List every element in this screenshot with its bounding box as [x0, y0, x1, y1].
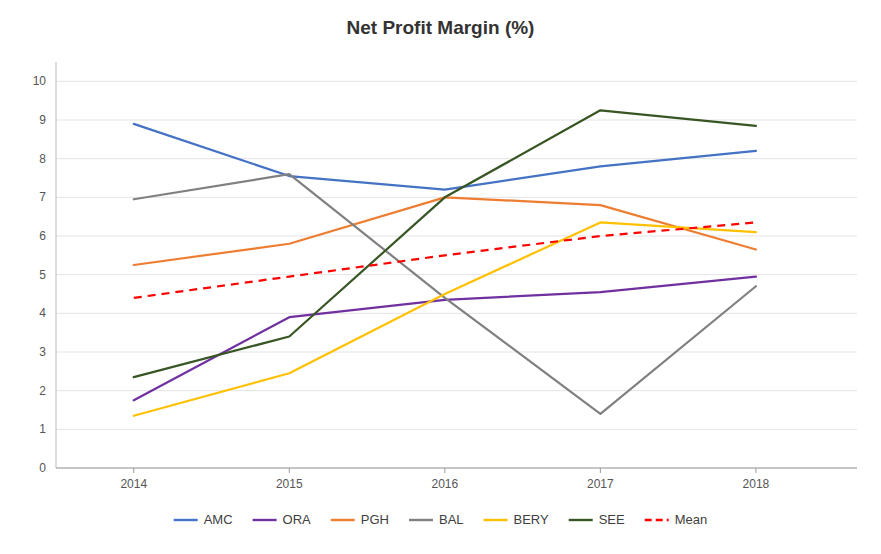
y-tick-label: 2: [39, 384, 46, 398]
y-tick-label: 5: [39, 268, 46, 282]
legend-item: AMC: [174, 512, 233, 527]
x-tick-label: 2014: [120, 477, 147, 491]
legend-item: SEE: [569, 512, 625, 527]
series-line: [134, 222, 756, 297]
grid-line: [56, 120, 857, 121]
y-tick-label: 10: [33, 74, 47, 88]
x-tick: [133, 468, 134, 473]
y-axis-line: [56, 62, 57, 468]
legend-swatch: [174, 519, 198, 521]
series-line: [134, 124, 756, 190]
grid-line: [56, 390, 857, 391]
x-tick: [600, 468, 601, 473]
x-tick-label: 2018: [743, 477, 770, 491]
x-tick: [755, 468, 756, 473]
grid-line: [56, 236, 857, 237]
grid-line: [56, 352, 857, 353]
grid-line: [56, 274, 857, 275]
y-tick-label: 9: [39, 113, 46, 127]
y-tick-label: 8: [39, 152, 46, 166]
legend-label: Mean: [675, 512, 708, 527]
legend-swatch: [409, 519, 433, 521]
grid: [56, 81, 857, 468]
x-tick-label: 2015: [276, 477, 303, 491]
legend-item: BERY: [484, 512, 549, 527]
grid-line: [56, 313, 857, 314]
legend-swatch: [331, 519, 355, 521]
legend-swatch: [253, 519, 277, 521]
legend: AMC ORA PGH BAL BERY SEE Mean: [174, 512, 708, 527]
series-line: [134, 110, 756, 377]
legend-label: SEE: [599, 512, 625, 527]
grid-line: [56, 158, 857, 159]
y-tick-label: 4: [39, 306, 46, 320]
legend-item: BAL: [409, 512, 464, 527]
grid-line: [56, 81, 857, 82]
y-tick-label: 0: [39, 461, 46, 475]
chart: Net Profit Margin (%) 0 1 2 3 4 5 6 7 8 9 10 2014 201…: [0, 0, 881, 554]
grid-line: [56, 429, 857, 430]
legend-swatch: [569, 519, 593, 521]
x-tick: [289, 468, 290, 473]
legend-item: Mean: [645, 512, 708, 527]
x-tick-label: 2016: [431, 477, 458, 491]
legend-label: ORA: [283, 512, 312, 527]
y-tick-label: 6: [39, 229, 46, 243]
grid-line: [56, 468, 857, 469]
series-line: [134, 222, 756, 415]
y-tick-label: 1: [39, 422, 46, 436]
plot-area: [134, 110, 756, 415]
legend-label: BAL: [439, 512, 464, 527]
x-tick: [444, 468, 445, 473]
legend-label: AMC: [204, 512, 233, 527]
title: Net Profit Margin (%): [347, 17, 535, 38]
x-tick-label: 2017: [587, 477, 614, 491]
x-axis-line: [56, 468, 857, 469]
legend-swatch: [484, 519, 508, 521]
y-tick-label: 3: [39, 345, 46, 359]
legend-item: PGH: [331, 512, 389, 527]
legend-swatch: [645, 519, 669, 521]
legend-item: ORA: [253, 512, 312, 527]
legend-label: BERY: [514, 512, 549, 527]
y-tick-label: 7: [39, 190, 46, 204]
legend-label: PGH: [361, 512, 389, 527]
